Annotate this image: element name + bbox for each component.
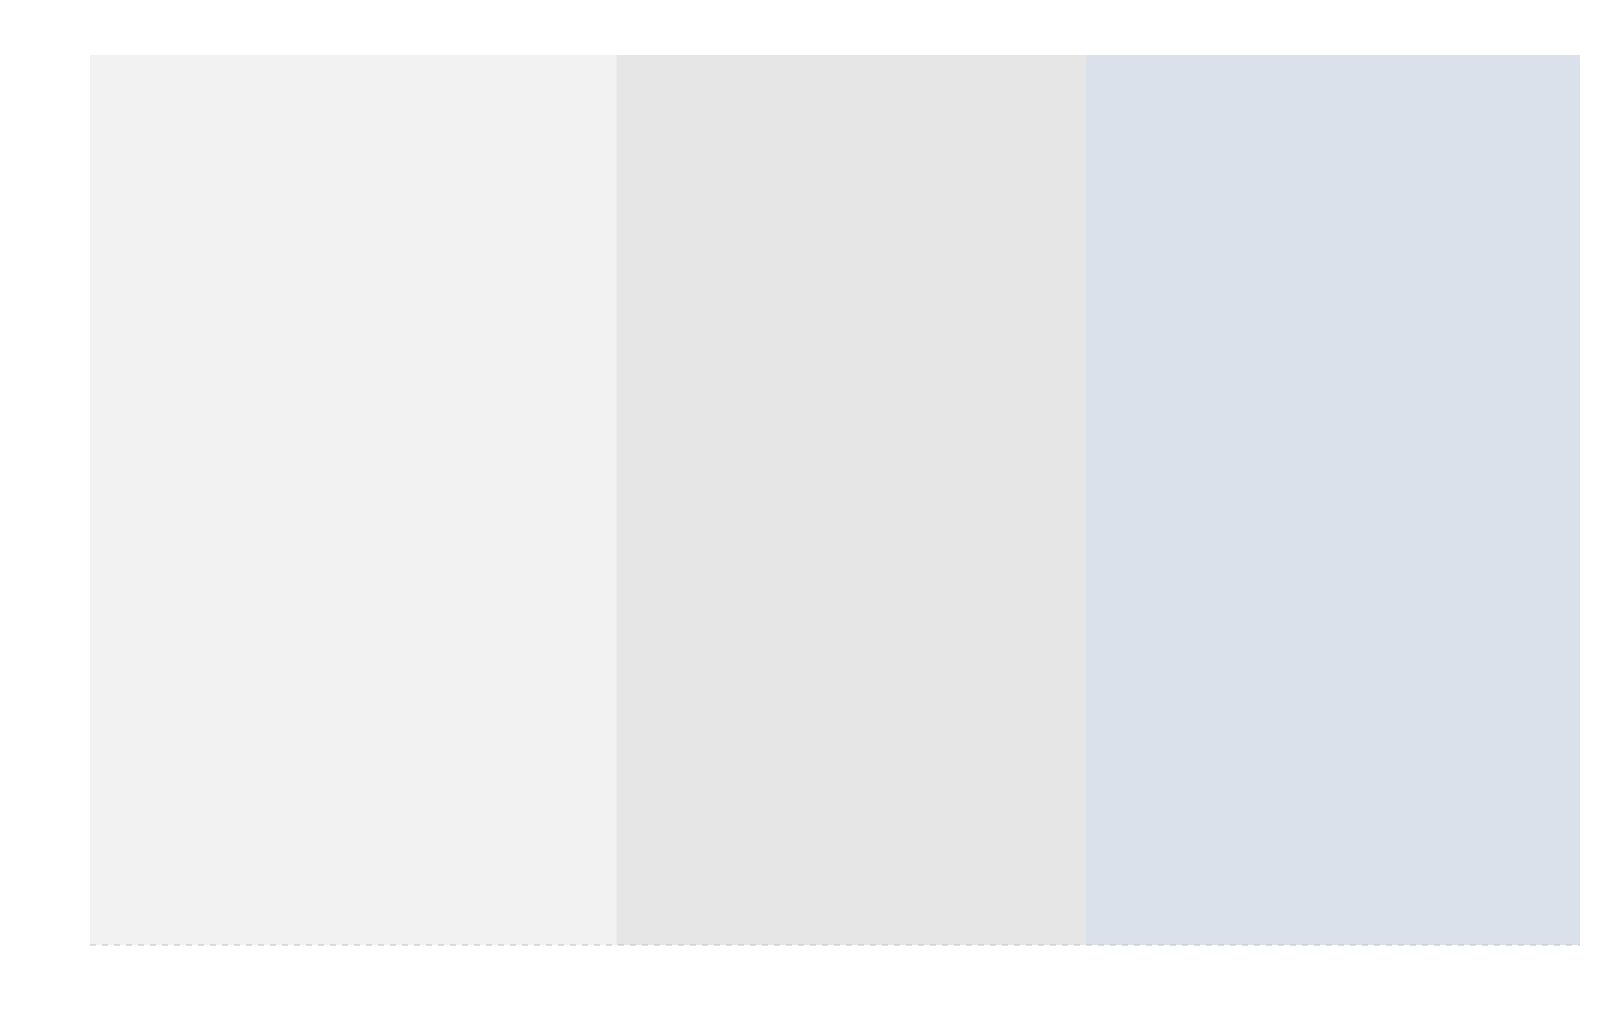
background-region — [90, 55, 616, 945]
population-chart — [0, 0, 1600, 1025]
background-region — [1086, 55, 1580, 945]
background-region — [616, 55, 1086, 945]
